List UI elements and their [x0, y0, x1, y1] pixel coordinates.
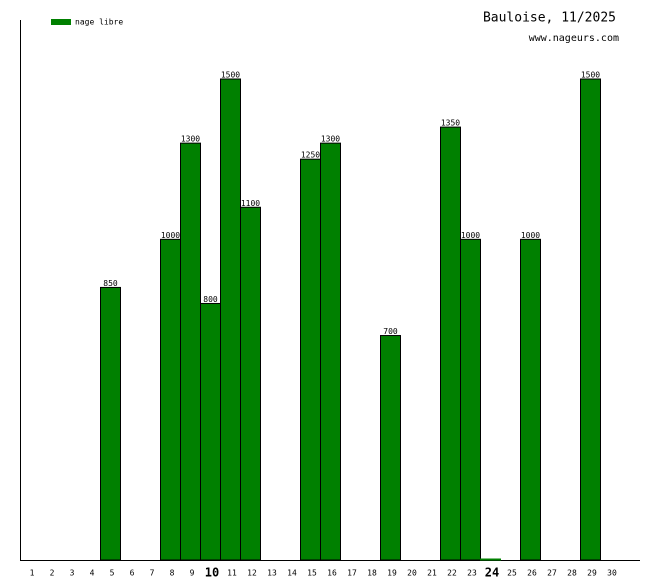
bar: [160, 238, 181, 561]
legend-label: nage libre: [75, 18, 123, 27]
bar: [100, 286, 121, 561]
bar: [200, 302, 221, 561]
x-tick-label: 23: [467, 569, 477, 578]
data-label: 1100: [241, 199, 260, 208]
x-tick-label: 18: [367, 569, 377, 578]
bar: [380, 335, 401, 561]
x-tick-label: 27: [547, 569, 557, 578]
x-tick-label: 24: [485, 566, 499, 580]
x-tick-label: 2: [50, 569, 55, 578]
x-tick-label: 13: [267, 569, 277, 578]
x-tick-label: 28: [567, 569, 577, 578]
legend-swatch: [51, 19, 71, 25]
x-tick-label: 10: [205, 566, 219, 580]
bar: [300, 158, 321, 561]
x-tick-label: 25: [507, 569, 517, 578]
x-tick-label: 16: [327, 569, 337, 578]
x-tick-label: 22: [447, 569, 457, 578]
x-tick-label: 15: [307, 569, 317, 578]
bar: [480, 558, 501, 561]
data-label: 1000: [161, 231, 180, 240]
x-tick-label: 19: [387, 569, 397, 578]
data-label: 850: [103, 279, 118, 288]
data-label: 1500: [221, 71, 240, 80]
data-label: 1000: [461, 231, 480, 240]
x-tick-label: 3: [70, 569, 75, 578]
x-tick-label: 17: [347, 569, 357, 578]
x-tick-label: 6: [130, 569, 135, 578]
data-label: 1300: [321, 135, 340, 144]
bar: [520, 238, 541, 561]
x-tick-label: 1: [30, 569, 35, 578]
x-tick-label: 7: [150, 569, 155, 578]
data-label: 1000: [521, 231, 540, 240]
data-label: 1250: [301, 151, 320, 160]
x-tick-label: 11: [227, 569, 237, 578]
data-label: 1300: [181, 135, 200, 144]
x-tick-label: 29: [587, 569, 597, 578]
x-tick-label: 4: [90, 569, 95, 578]
data-label: 800: [203, 295, 218, 304]
chart-subtitle: www.nageurs.com: [529, 33, 619, 44]
bar: [320, 142, 341, 561]
x-tick-label: 12: [247, 569, 257, 578]
bar: [460, 238, 481, 561]
x-tick-label: 26: [527, 569, 537, 578]
chart-title: Bauloise, 11/2025: [483, 11, 616, 26]
bar: [180, 142, 201, 561]
x-tick-label: 9: [190, 569, 195, 578]
x-tick-label: 30: [607, 569, 617, 578]
bar: [440, 126, 461, 561]
x-tick-label: 21: [427, 569, 437, 578]
x-tick-label: 5: [110, 569, 115, 578]
bar: [580, 78, 601, 561]
bar: [240, 206, 261, 561]
x-tick-label: 20: [407, 569, 417, 578]
bar: [220, 78, 241, 561]
data-label: 1350: [441, 119, 460, 128]
x-tick-label: 14: [287, 569, 297, 578]
data-label: 700: [383, 327, 398, 336]
x-tick-label: 8: [170, 569, 175, 578]
data-label: 1500: [581, 71, 600, 80]
